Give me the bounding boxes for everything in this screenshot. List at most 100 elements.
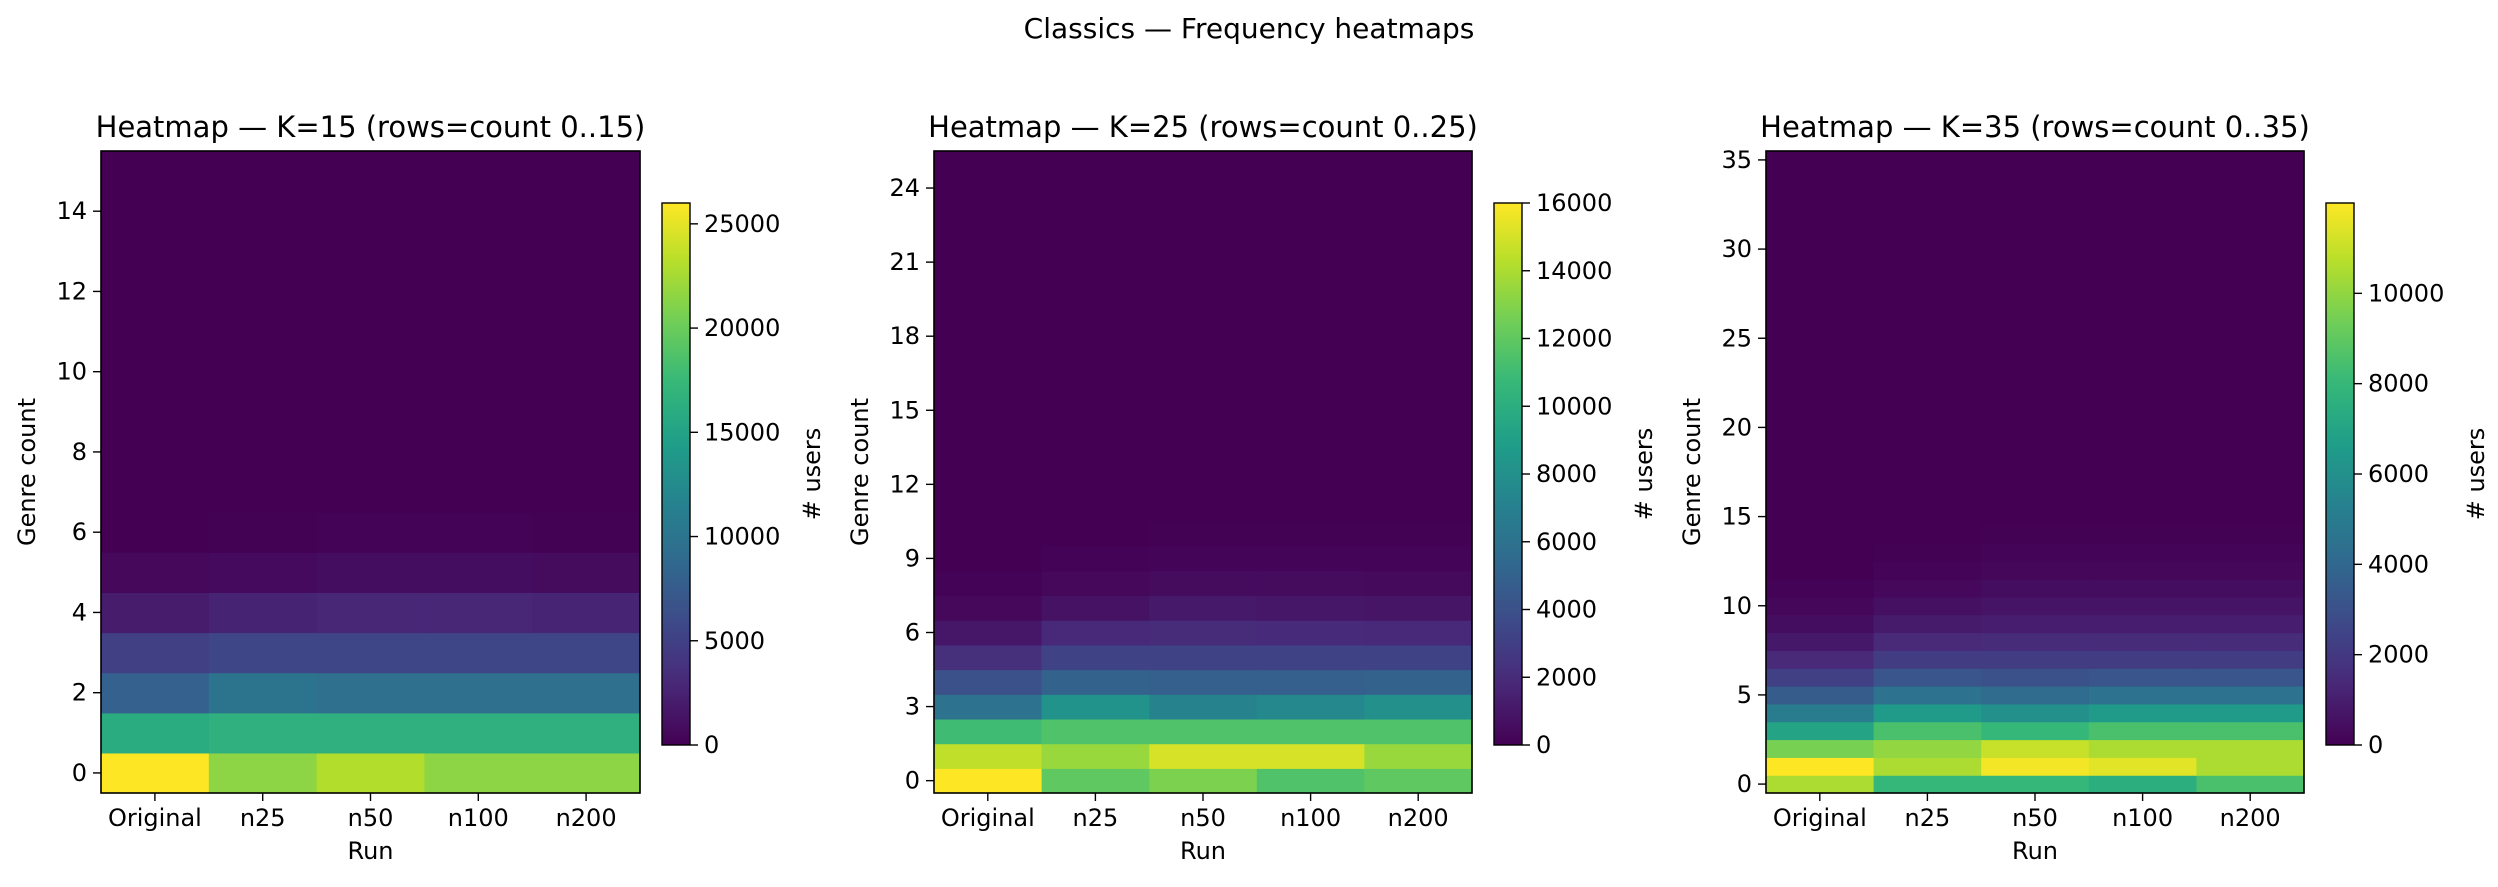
- heatmap-cell: [934, 743, 1043, 769]
- heatmap-cell: [1981, 222, 2090, 241]
- heatmap-cell: [208, 151, 318, 192]
- heatmap-cell: [1041, 669, 1150, 695]
- x-axis-label: Run: [1180, 837, 1226, 865]
- heatmap-cell: [208, 431, 318, 473]
- heatmap-cell: [532, 431, 641, 473]
- heatmap-cell: [316, 311, 425, 353]
- heatmap-cell: [2088, 650, 2197, 669]
- heatmap-cell: [1873, 436, 1982, 455]
- heatmap-cell: [1766, 668, 1875, 687]
- heatmap-cell: [1149, 768, 1258, 794]
- y-tick-label: 35: [1721, 146, 1752, 174]
- heatmap-cell: [101, 151, 210, 192]
- heatmap-cell: [1041, 225, 1150, 251]
- heatmap-cell: [2088, 151, 2197, 170]
- heatmap-cell: [101, 592, 210, 634]
- colorbar-tick-label: 4000: [2368, 550, 2429, 578]
- heatmap-cell: [2196, 489, 2305, 509]
- heatmap-cell: [1766, 775, 1875, 794]
- heatmap-cell: [1149, 249, 1258, 276]
- heatmap-cell: [1873, 454, 1982, 473]
- colorbar-tick-label: 8000: [1536, 460, 1597, 488]
- heatmap-cell: [316, 391, 425, 433]
- heatmap-cell: [1364, 447, 1473, 473]
- heatmap-cell: [1873, 400, 1982, 420]
- heatmap-cell: [1256, 397, 1365, 424]
- heatmap-cell: [1981, 418, 2090, 437]
- colorbar-tick-label: 0: [2368, 731, 2383, 759]
- panel-title: Heatmap — K=35 (rows=count 0..35): [1760, 110, 2310, 144]
- heatmap-cell: [1766, 293, 1875, 313]
- heatmap-cell: [208, 672, 318, 714]
- heatmap-cell: [934, 373, 1043, 399]
- heatmap-cell: [1149, 472, 1258, 498]
- x-tick-label: n200: [1388, 804, 1449, 832]
- heatmap-cell: [1256, 200, 1365, 226]
- y-tick-label: 6: [72, 518, 87, 546]
- heatmap-cell: [1873, 703, 1982, 723]
- y-axis-label: Genre count: [13, 398, 41, 546]
- colorbar: 0 2000 4000 6000 8000 10000 # users: [2325, 202, 2490, 759]
- colorbar-label: # users: [2462, 428, 2490, 521]
- heatmap-cell: [934, 397, 1043, 424]
- heatmap-cells: [101, 151, 641, 794]
- heatmap-cell: [1256, 620, 1365, 646]
- heatmap-cell: [2196, 775, 2305, 794]
- heatmap-cell: [2088, 436, 2197, 455]
- heatmap-cell: [1981, 614, 2090, 634]
- x-tick-label: n50: [348, 804, 394, 832]
- y-tick-label: 21: [889, 248, 920, 276]
- heatmap-cell: [316, 351, 425, 393]
- heatmap-cell: [2196, 240, 2305, 259]
- heatmap-cell: [1873, 275, 1982, 295]
- heatmap-cell: [316, 431, 425, 473]
- heatmap-cell: [1766, 507, 1875, 527]
- heatmap-cell: [2088, 686, 2197, 705]
- y-tick-label: 20: [1721, 413, 1752, 441]
- heatmap-cell: [1981, 454, 2090, 473]
- heatmap-cell: [2196, 561, 2305, 580]
- heatmap-cell: [2088, 721, 2197, 741]
- colorbar-tick-label: 2000: [1536, 663, 1597, 691]
- colorbar-tick-label: 8000: [2368, 370, 2429, 398]
- y-tick-label: 2: [72, 679, 87, 707]
- x-tick-label: n25: [1073, 804, 1119, 832]
- heatmap-cell: [1873, 151, 1982, 170]
- heatmap-cell: [2196, 347, 2305, 366]
- heatmap-cell: [934, 249, 1043, 276]
- heatmap-cell: [1364, 669, 1473, 695]
- heatmap-cell: [424, 311, 533, 353]
- x-tick-label: Original: [1773, 804, 1867, 832]
- heatmap-cell: [208, 552, 318, 593]
- heatmap-cell: [1873, 186, 1982, 206]
- heatmap-cell: [1256, 718, 1365, 745]
- heatmap-cell: [1041, 768, 1150, 794]
- heatmap-cell: [1149, 521, 1258, 547]
- heatmap-cell: [101, 632, 210, 674]
- heatmap-cell: [1149, 546, 1258, 572]
- heatmap-cell: [101, 712, 210, 754]
- heatmap-cell: [1364, 373, 1473, 399]
- heatmap-cell: [1149, 200, 1258, 226]
- heatmap-cell: [934, 570, 1043, 597]
- x-tick-label: n200: [2220, 804, 2281, 832]
- heatmap-cell: [1766, 311, 1875, 330]
- heatmap-cell: [1873, 293, 1982, 313]
- heatmap-cell: [2088, 222, 2197, 241]
- heatmap-cell: [1149, 447, 1258, 473]
- heatmap-cell: [1766, 168, 1875, 188]
- heatmap-cell: [1149, 644, 1258, 671]
- heatmap-cell: [2196, 686, 2305, 705]
- heatmap-cells: [1766, 151, 2305, 794]
- y-tick-label: 3: [905, 693, 920, 721]
- heatmap-cell: [1981, 757, 2090, 776]
- heatmap-cell: [424, 431, 533, 473]
- heatmap-cell: [1256, 323, 1365, 350]
- heatmap-cell: [101, 271, 210, 313]
- heatmap-cell: [934, 151, 1043, 177]
- y-tick-label: 24: [889, 174, 920, 202]
- heatmap-cell: [1981, 204, 2090, 223]
- heatmap-cell: [532, 632, 641, 674]
- y-tick-label: 12: [56, 277, 87, 305]
